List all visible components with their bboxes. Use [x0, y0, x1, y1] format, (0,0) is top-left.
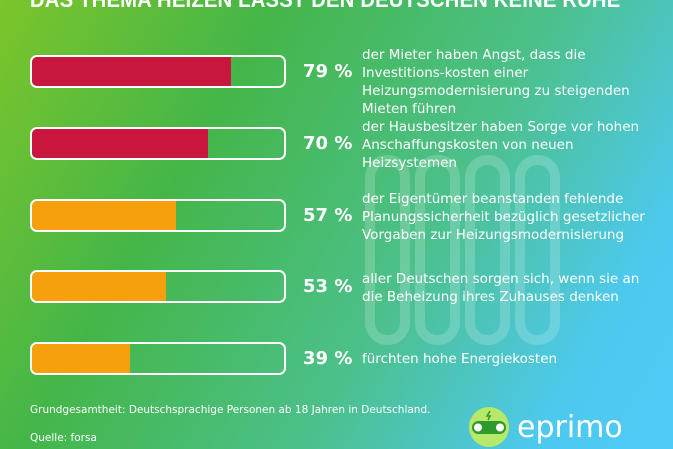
logo-text: eprimo: [517, 409, 623, 445]
data-label: 70 %: [303, 133, 353, 154]
bar-track: [30, 342, 286, 375]
radiator-watermark-icon: [365, 155, 560, 345]
data-label: 39 %: [303, 348, 353, 369]
page-title: DAS THEMA HEIZEN LÄSST DEN DEUTSCHEN KEI…: [30, 0, 620, 13]
footnote-base: Grundgesamtheit: Deutschsprachige Person…: [30, 404, 431, 416]
bar-track: [30, 55, 286, 88]
bar-track: [30, 270, 286, 303]
bar-track: [30, 199, 286, 232]
data-label: 57 %: [303, 205, 353, 226]
bar: [32, 344, 131, 373]
footnote-source: Quelle: forsa: [30, 432, 97, 444]
bar-description: der Hausbesitzer haben Sorge vor hohen A…: [362, 119, 640, 171]
data-label: 79 %: [303, 61, 353, 82]
bar-description: fürchten hohe Energiekosten: [362, 351, 558, 367]
bar-track: [30, 127, 286, 160]
eprimo-mascot-icon: [469, 407, 509, 447]
bar: [32, 129, 209, 158]
data-label: 53 %: [303, 276, 353, 297]
bar-description: aller Deutschen sorgen sich, wenn sie an…: [362, 271, 640, 305]
bar: [32, 201, 176, 230]
bar: [32, 272, 166, 301]
bar: [32, 57, 232, 86]
bar-description: der Mieter haben Angst, dass die Investi…: [362, 47, 630, 117]
eprimo-logo: eprimo: [467, 405, 623, 449]
bar-description: der Eigentümer beanstanden fehlende Plan…: [362, 191, 645, 243]
